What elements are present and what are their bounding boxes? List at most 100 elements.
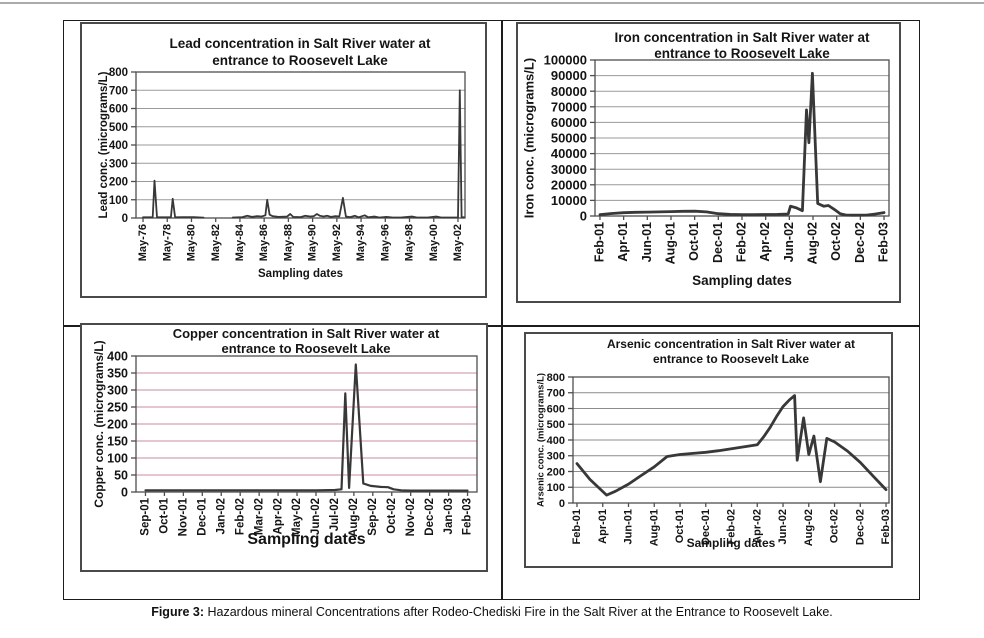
svg-text:May-90: May-90 — [307, 224, 319, 261]
svg-text:300: 300 — [109, 158, 128, 170]
svg-text:Feb-02: Feb-02 — [234, 498, 246, 535]
svg-text:May-94: May-94 — [355, 223, 367, 261]
svg-text:May-00: May-00 — [428, 224, 440, 261]
svg-text:200: 200 — [109, 177, 128, 189]
svg-text:300: 300 — [107, 383, 128, 397]
svg-text:entrance to Roosevelt Lake: entrance to Roosevelt Lake — [212, 53, 388, 68]
svg-text:Oct-02: Oct-02 — [829, 509, 841, 543]
svg-text:400: 400 — [109, 140, 128, 152]
svg-text:Apr-01: Apr-01 — [597, 509, 609, 544]
svg-text:Oct-01: Oct-01 — [674, 509, 686, 543]
svg-text:600: 600 — [547, 403, 565, 415]
svg-text:Jan-02: Jan-02 — [215, 498, 227, 534]
svg-text:May-88: May-88 — [282, 224, 294, 261]
svg-text:Aug-02: Aug-02 — [803, 509, 815, 546]
svg-text:90000: 90000 — [551, 68, 587, 83]
svg-text:100: 100 — [107, 451, 128, 465]
svg-text:500: 500 — [547, 419, 565, 431]
svg-text:May-98: May-98 — [404, 224, 416, 261]
svg-text:20000: 20000 — [551, 177, 587, 192]
svg-text:Apr-01: Apr-01 — [616, 222, 630, 262]
svg-text:Feb-02: Feb-02 — [735, 222, 749, 262]
svg-text:150: 150 — [107, 434, 128, 448]
svg-text:0: 0 — [559, 498, 565, 510]
iron-concentration-chart: 0100002000030000400005000060000700008000… — [521, 30, 890, 288]
svg-text:800: 800 — [547, 372, 565, 384]
grid-vertical-divider — [501, 21, 503, 599]
figure-caption-text: Hazardous mineral Concentrations after R… — [204, 605, 833, 619]
svg-text:0: 0 — [122, 213, 128, 225]
figure-caption-label: Figure 3: — [151, 605, 204, 619]
svg-text:Oct-02: Oct-02 — [829, 222, 843, 261]
svg-text:400: 400 — [107, 349, 128, 363]
svg-text:May-02: May-02 — [291, 498, 303, 537]
svg-text:Sep-01: Sep-01 — [140, 497, 152, 535]
svg-text:Dec-02: Dec-02 — [424, 498, 436, 536]
svg-text:Sep-02: Sep-02 — [367, 498, 379, 536]
svg-text:500: 500 — [109, 122, 128, 134]
svg-text:Iron conc. (micrograms/L): Iron conc. (micrograms/L) — [521, 58, 536, 218]
svg-text:May-78: May-78 — [161, 224, 173, 261]
svg-text:0: 0 — [121, 485, 128, 499]
svg-text:100: 100 — [547, 482, 565, 494]
svg-text:Dec-01: Dec-01 — [197, 497, 209, 535]
svg-text:entrance to Roosevelt Lake: entrance to Roosevelt Lake — [653, 352, 809, 366]
lead-concentration-chart: 0 100 200 300 400 500 600 700 800 May-76 May-78 May… — [98, 36, 466, 280]
svg-text:Nov-02: Nov-02 — [405, 498, 417, 536]
svg-text:300: 300 — [547, 451, 565, 463]
svg-text:Apr-02: Apr-02 — [751, 509, 763, 544]
svg-text:May-86: May-86 — [258, 224, 270, 261]
svg-text:350: 350 — [107, 366, 128, 380]
svg-text:Lead conc. (micrograms/L): Lead conc. (micrograms/L) — [98, 71, 110, 218]
svg-text:800: 800 — [109, 67, 128, 79]
svg-text:Aug-02: Aug-02 — [348, 498, 360, 537]
svg-text:Dec-02: Dec-02 — [853, 222, 867, 263]
svg-text:Sampling dates: Sampling dates — [247, 531, 365, 548]
svg-text:Feb-03: Feb-03 — [880, 509, 891, 544]
svg-text:Dec-01: Dec-01 — [700, 509, 712, 545]
copper-concentration-chart: 0 50 100 150 200 250 300 350 400 Sep-01 Oct-01 Nov-… — [92, 326, 478, 548]
svg-text:Aug-01: Aug-01 — [663, 222, 677, 264]
svg-text:May-02: May-02 — [452, 224, 464, 261]
copper-chart-panel: 0 50 100 150 200 250 300 350 400 Sep-01 Oct-01 Nov-… — [80, 323, 488, 572]
svg-text:Arsenic conc. (micrograms/L): Arsenic conc. (micrograms/L) — [535, 373, 546, 507]
svg-text:Sampling dates: Sampling dates — [687, 536, 776, 550]
svg-text:400: 400 — [547, 435, 565, 447]
svg-text:Mar-02: Mar-02 — [253, 498, 265, 535]
svg-text:Jan-03: Jan-03 — [443, 498, 455, 534]
svg-text:Oct-01: Oct-01 — [159, 497, 171, 533]
svg-text:Nov-01: Nov-01 — [178, 497, 190, 536]
svg-text:Oct-01: Oct-01 — [687, 222, 701, 261]
svg-text:May-76: May-76 — [137, 224, 149, 261]
svg-text:Apr-02: Apr-02 — [272, 498, 284, 534]
svg-text:30000: 30000 — [551, 162, 587, 177]
svg-text:May-84: May-84 — [234, 223, 246, 261]
svg-text:50000: 50000 — [551, 131, 587, 146]
figure-caption: Figure 3: Hazardous mineral Concentratio… — [0, 605, 984, 619]
svg-text:Iron concentration in Salt Riv: Iron concentration in Salt River water a… — [614, 30, 870, 45]
svg-text:700: 700 — [547, 388, 565, 400]
svg-text:May-80: May-80 — [186, 224, 198, 261]
svg-text:Aug-02: Aug-02 — [806, 222, 820, 264]
svg-text:Arsenic concentration in Salt: Arsenic concentration in Salt River wate… — [607, 337, 855, 351]
svg-text:entrance to Roosevelt Lake: entrance to Roosevelt Lake — [221, 341, 390, 356]
svg-text:60000: 60000 — [551, 115, 587, 130]
svg-text:Jun-02: Jun-02 — [782, 222, 796, 262]
svg-text:Jun-01: Jun-01 — [623, 509, 635, 544]
svg-text:10000: 10000 — [551, 193, 587, 208]
grid-horizontal-divider — [64, 325, 919, 327]
svg-text:entrance to Roosevelt Lake: entrance to Roosevelt Lake — [654, 46, 830, 61]
iron-chart-panel: 0 10000 20000 30000 40000 50000 60000 70000 8000… — [516, 22, 901, 303]
svg-text:Feb-02: Feb-02 — [726, 509, 738, 544]
svg-text:Aug-01: Aug-01 — [648, 509, 660, 546]
svg-text:Dec-01: Dec-01 — [711, 222, 725, 263]
svg-text:Oct-02: Oct-02 — [386, 498, 398, 534]
arsenic-concentration-chart: 0 100 200 300 400 500 600 700 800 Feb-01 Apr-01 Jun… — [535, 337, 891, 550]
svg-text:Feb-03: Feb-03 — [462, 498, 474, 535]
svg-text:Dec-02: Dec-02 — [854, 509, 866, 545]
svg-text:50: 50 — [114, 468, 128, 482]
svg-text:700: 700 — [109, 85, 128, 97]
svg-text:100000: 100000 — [544, 53, 587, 68]
svg-text:May-92: May-92 — [331, 224, 343, 261]
